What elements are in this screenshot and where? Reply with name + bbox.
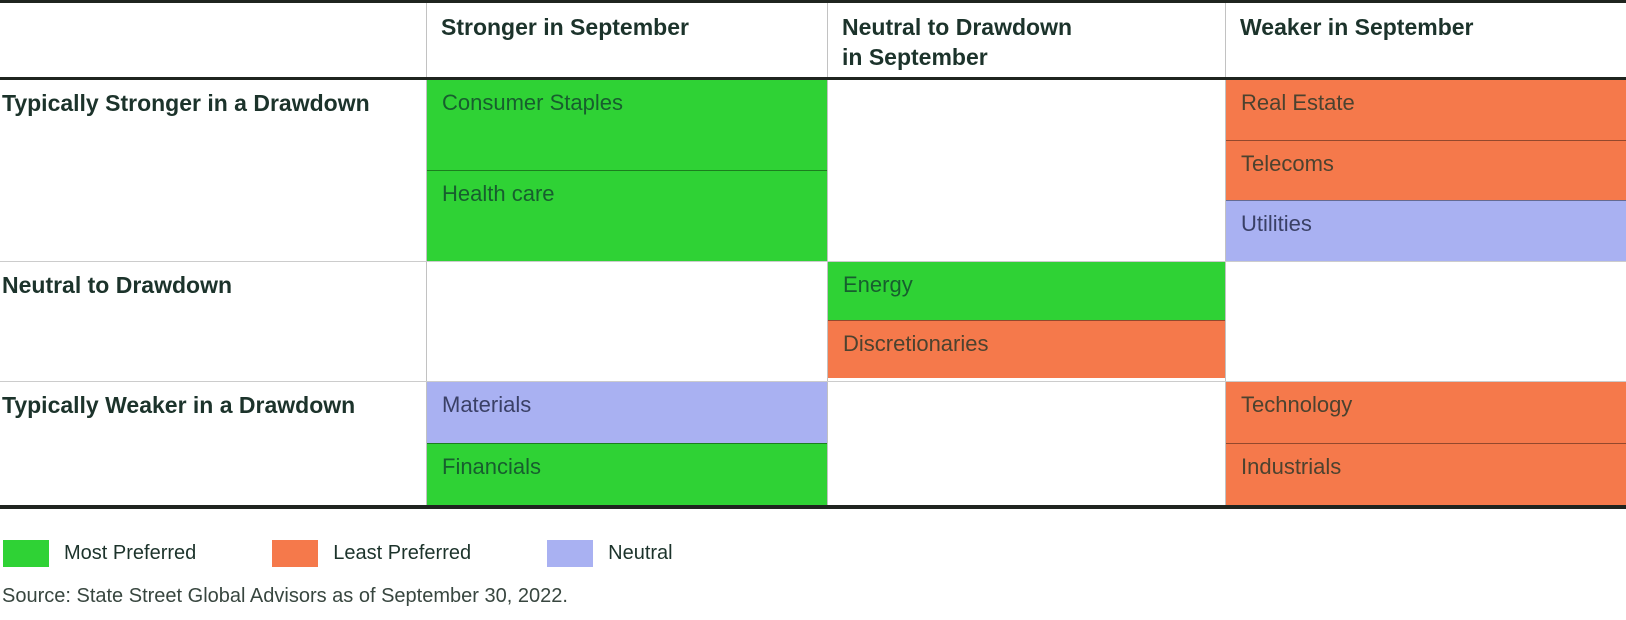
cell-r1-weaker: Real Estate Telecoms Utilities bbox=[1225, 80, 1626, 262]
legend-label: Neutral bbox=[608, 542, 673, 564]
table-row: Typically Weaker in a Drawdown Materials… bbox=[0, 382, 1626, 505]
sector-box-financials: Financials bbox=[427, 443, 827, 505]
header-cell-weaker: Weaker in September bbox=[1225, 3, 1626, 77]
header-cell-stronger: Stronger in September bbox=[426, 3, 827, 77]
sector-box-utilities: Utilities bbox=[1226, 200, 1626, 262]
legend-label: Most Preferred bbox=[64, 542, 197, 564]
sector-box-technology: Technology bbox=[1226, 382, 1626, 443]
legend-item-least-preferred: Least Preferred bbox=[272, 540, 471, 567]
legend-item-most-preferred: Most Preferred bbox=[3, 540, 196, 567]
header-cell-empty bbox=[0, 3, 426, 77]
cell-r2-stronger-empty bbox=[426, 262, 827, 381]
row-label: Neutral to Drawdown bbox=[2, 272, 233, 298]
legend-swatch-icon bbox=[3, 540, 49, 567]
column-header: Neutral to Drawdown in September bbox=[842, 14, 1073, 71]
sector-box-discretionaries: Discretionaries bbox=[828, 320, 1225, 378]
table-row: Neutral to Drawdown Energy Discretionari… bbox=[0, 262, 1626, 382]
sector-preference-matrix: Stronger in September Neutral to Drawdow… bbox=[0, 0, 1626, 509]
row-label: Typically Stronger in a Drawdown bbox=[2, 90, 370, 116]
cell-r2-weaker-empty bbox=[1225, 262, 1626, 381]
table-row: Typically Stronger in a Drawdown Consume… bbox=[0, 80, 1626, 262]
sector-box-energy: Energy bbox=[828, 262, 1225, 320]
header-row: Stronger in September Neutral to Drawdow… bbox=[0, 3, 1626, 80]
row-label-cell: Neutral to Drawdown bbox=[0, 262, 426, 381]
legend-swatch-icon bbox=[547, 540, 594, 567]
sector-box-health-care: Health care bbox=[427, 170, 827, 261]
row-label-cell: Typically Weaker in a Drawdown bbox=[0, 382, 426, 505]
column-header: Weaker in September bbox=[1240, 14, 1474, 40]
cell-r2-neutral: Energy Discretionaries bbox=[827, 262, 1225, 381]
sector-box-real-estate: Real Estate bbox=[1226, 80, 1626, 140]
sector-box-consumer-staples: Consumer Staples bbox=[427, 80, 827, 170]
row-label-cell: Typically Stronger in a Drawdown bbox=[0, 80, 426, 261]
legend-label: Least Preferred bbox=[333, 542, 472, 564]
sector-box-industrials: Industrials bbox=[1226, 443, 1626, 505]
column-header: Stronger in September bbox=[441, 14, 689, 40]
row-label: Typically Weaker in a Drawdown bbox=[2, 392, 356, 418]
cell-r1-stronger: Consumer Staples Health care bbox=[426, 80, 827, 261]
cell-r1-neutral-empty bbox=[827, 80, 1225, 261]
cell-r3-neutral-empty bbox=[827, 382, 1225, 505]
legend-item-neutral: Neutral bbox=[547, 540, 673, 567]
cell-r3-weaker: Technology Industrials bbox=[1225, 382, 1626, 505]
cell-r3-stronger: Materials Financials bbox=[426, 382, 827, 505]
header-cell-neutral: Neutral to Drawdown in September bbox=[827, 3, 1225, 77]
legend-swatch-icon bbox=[272, 540, 319, 567]
legend: Most Preferred Least Preferred Neutral bbox=[3, 540, 1626, 567]
sector-box-materials: Materials bbox=[427, 382, 827, 443]
sector-box-telecoms: Telecoms bbox=[1226, 139, 1626, 201]
source-note: Source: State Street Global Advisors as … bbox=[2, 585, 568, 607]
